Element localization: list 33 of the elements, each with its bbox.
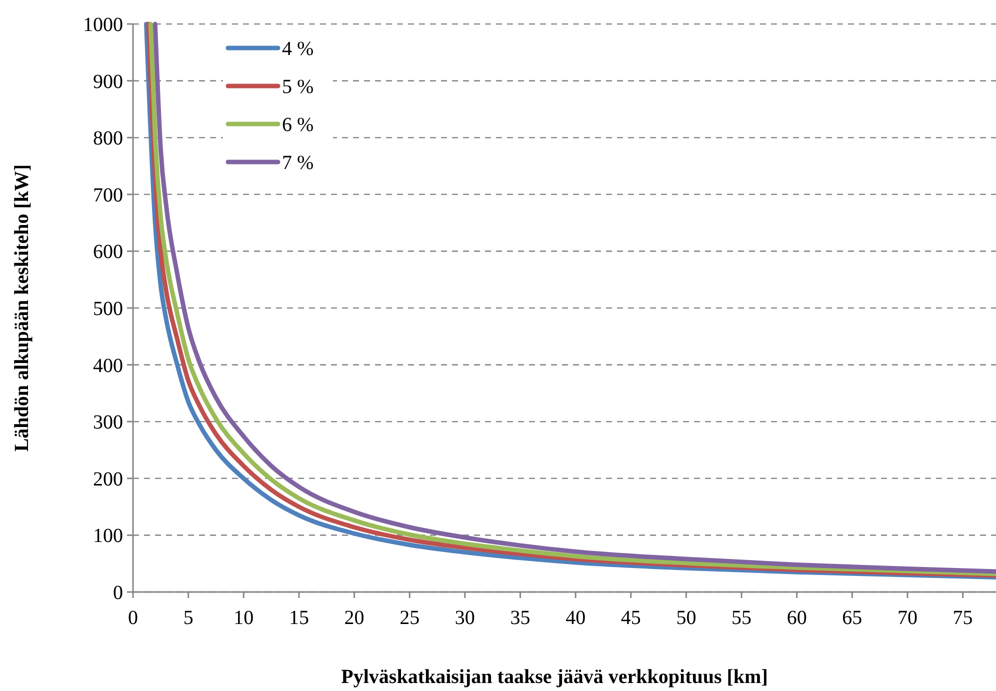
y-tick-label: 300 (93, 412, 123, 434)
legend-label: 5 % (282, 76, 314, 98)
y-tick-label: 1000 (83, 14, 123, 36)
x-tick-label: 75 (952, 607, 973, 629)
legend-label: 6 % (282, 114, 314, 136)
y-tick-label: 200 (93, 468, 123, 490)
y-tick-label: 100 (93, 525, 123, 548)
x-tick-label: 70 (897, 607, 918, 629)
x-tick-label: 55 (732, 607, 752, 629)
x-tick-label: 65 (842, 607, 862, 629)
x-tick-label: 60 (786, 607, 807, 629)
x-tick-label: 20 (344, 607, 364, 629)
x-tick-label: 25 (400, 607, 420, 629)
x-tick-label: 35 (510, 607, 530, 629)
y-tick-label: 700 (93, 184, 123, 206)
y-tick-label: 900 (93, 70, 123, 93)
x-axis-title: Pylväskatkaisijan taakse jäävä verkkopituus [km] (341, 666, 768, 688)
x-tick-label: 45 (620, 607, 641, 629)
legend-label: 7 % (282, 152, 314, 174)
x-tick-label: 5 (183, 607, 194, 629)
legend-label: 4 % (282, 38, 314, 60)
x-tick-label: 0 (128, 607, 138, 629)
y-axis-title: Lähdön alkupään keskiteho [kW] (11, 164, 33, 452)
y-tick-label: 400 (93, 354, 123, 377)
x-tick-label: 50 (676, 607, 696, 629)
x-tick-label: 10 (234, 607, 254, 629)
x-tick-label: 15 (288, 607, 309, 629)
y-tick-label: 500 (93, 298, 123, 320)
y-tick-label: 0 (113, 582, 123, 604)
x-tick-label: 30 (454, 607, 475, 629)
x-tick-label: 40 (566, 607, 586, 629)
y-tick-label: 600 (93, 241, 123, 264)
y-tick-label: 800 (93, 128, 123, 150)
